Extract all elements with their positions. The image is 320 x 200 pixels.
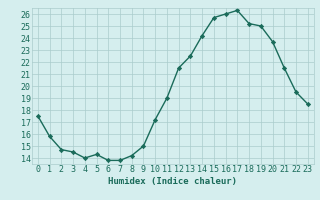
X-axis label: Humidex (Indice chaleur): Humidex (Indice chaleur): [108, 177, 237, 186]
